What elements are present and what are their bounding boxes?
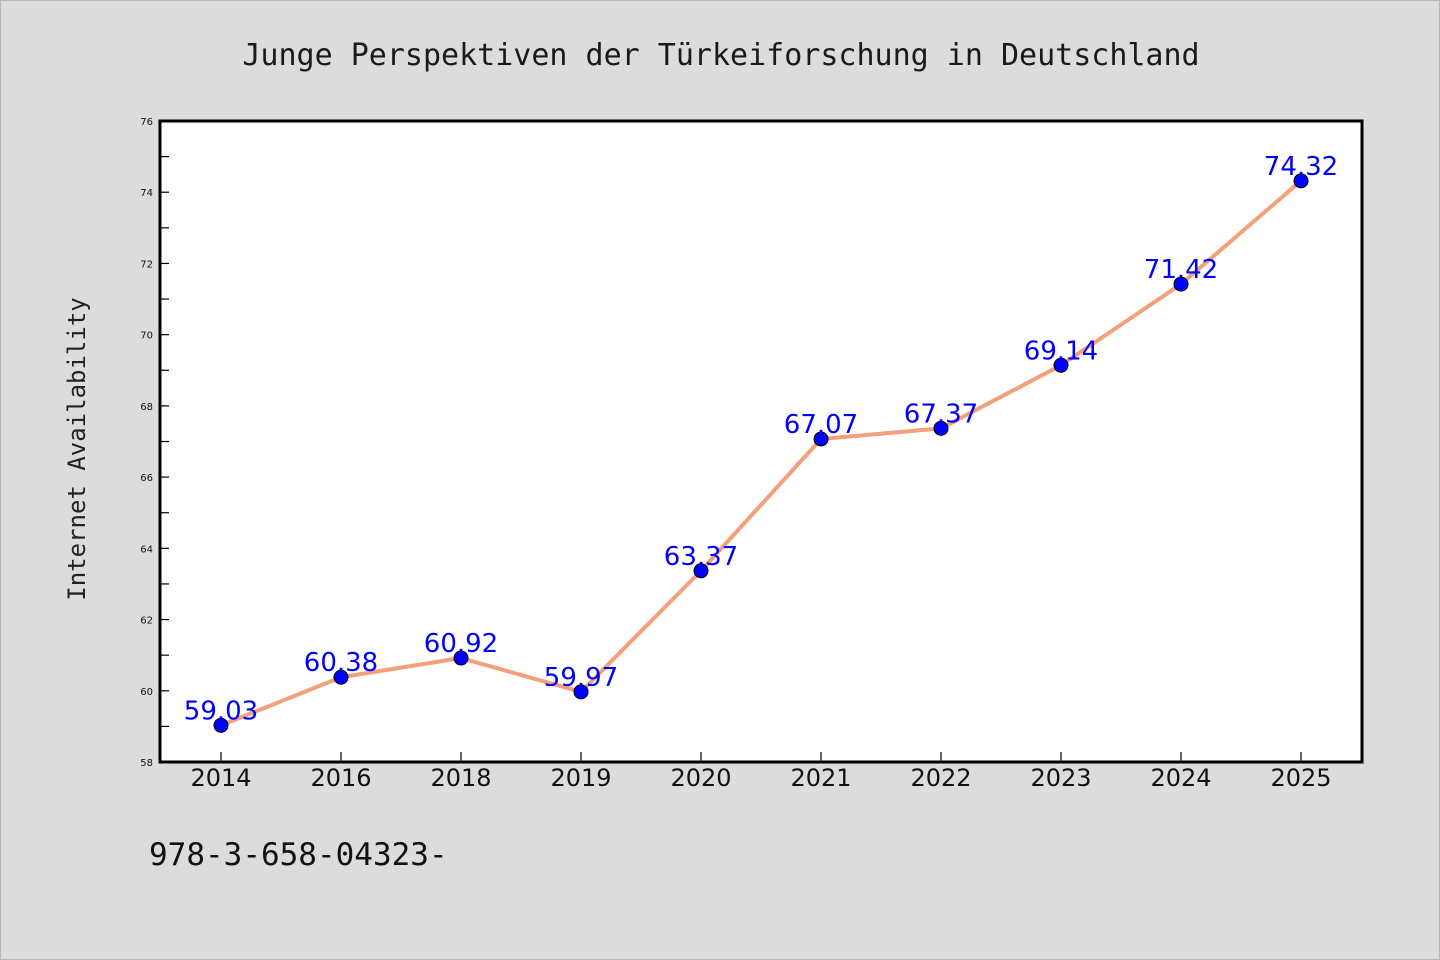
x-tick-label: 2014	[190, 764, 251, 792]
plot-frame	[158, 119, 1364, 764]
data-point-marker	[1293, 173, 1309, 189]
x-tick-label: 2019	[550, 764, 611, 792]
isbn-footer-text: 978-3-658-04323-	[149, 837, 448, 873]
y-tick-label: 72	[140, 259, 153, 270]
markers-layer	[213, 173, 1309, 733]
series-layer	[219, 178, 1303, 728]
y-tick-label: 58	[140, 758, 153, 769]
y-tick-label: 70	[140, 331, 153, 342]
data-value-label: 59.97	[544, 663, 618, 693]
data-labels-layer: 59.03 60.38 60.92 59.97 63.37 67.07 67.37 69.14…	[184, 152, 1338, 726]
data-value-label: 71.42	[1144, 255, 1218, 285]
y-tick-label: 76	[140, 117, 153, 128]
data-point-marker	[573, 684, 589, 700]
data-value-label: 59.03	[184, 696, 258, 726]
series-line	[219, 178, 1303, 728]
x-tick-label: 2022	[910, 764, 971, 792]
x-tick-label: 2023	[1030, 764, 1091, 792]
data-value-label: 60.38	[304, 648, 378, 678]
y-axis-label: Internet Availability	[63, 297, 91, 600]
y-tick-label: 64	[140, 544, 153, 555]
y-tick-label: 68	[140, 402, 153, 413]
data-value-label: 69.14	[1024, 336, 1098, 366]
x-tick-label: 2025	[1270, 764, 1331, 792]
x-tick-label: 2016	[310, 764, 371, 792]
data-value-label: 67.37	[904, 399, 978, 429]
data-value-label: 63.37	[664, 542, 738, 572]
ticks-layer: 58 60 62 64 66 68 70 72 74 76 2014 2016 2018 2019 2020…	[140, 117, 1331, 792]
data-value-label: 60.92	[424, 629, 498, 659]
data-value-label: 74.32	[1264, 152, 1338, 182]
data-point-marker	[1173, 276, 1189, 292]
x-tick-label: 2018	[430, 764, 491, 792]
data-point-marker	[453, 650, 469, 666]
data-point-marker	[1053, 357, 1069, 373]
y-tick-label: 66	[140, 473, 153, 484]
data-point-marker	[933, 420, 949, 436]
data-point-marker	[333, 669, 349, 685]
y-tick-label: 74	[140, 188, 153, 199]
data-point-marker	[693, 563, 709, 579]
data-point-marker	[813, 431, 829, 447]
y-tick-label: 60	[140, 687, 153, 698]
data-point-marker	[213, 717, 229, 733]
data-value-label: 67.07	[784, 410, 858, 440]
y-tick-label: 62	[140, 616, 153, 627]
x-tick-label: 2024	[1150, 764, 1211, 792]
x-tick-label: 2020	[670, 764, 731, 792]
plot-area	[160, 121, 1362, 762]
x-tick-label: 2021	[790, 764, 851, 792]
chart-title: Junge Perspektiven der Türkeiforschung i…	[242, 38, 1199, 73]
